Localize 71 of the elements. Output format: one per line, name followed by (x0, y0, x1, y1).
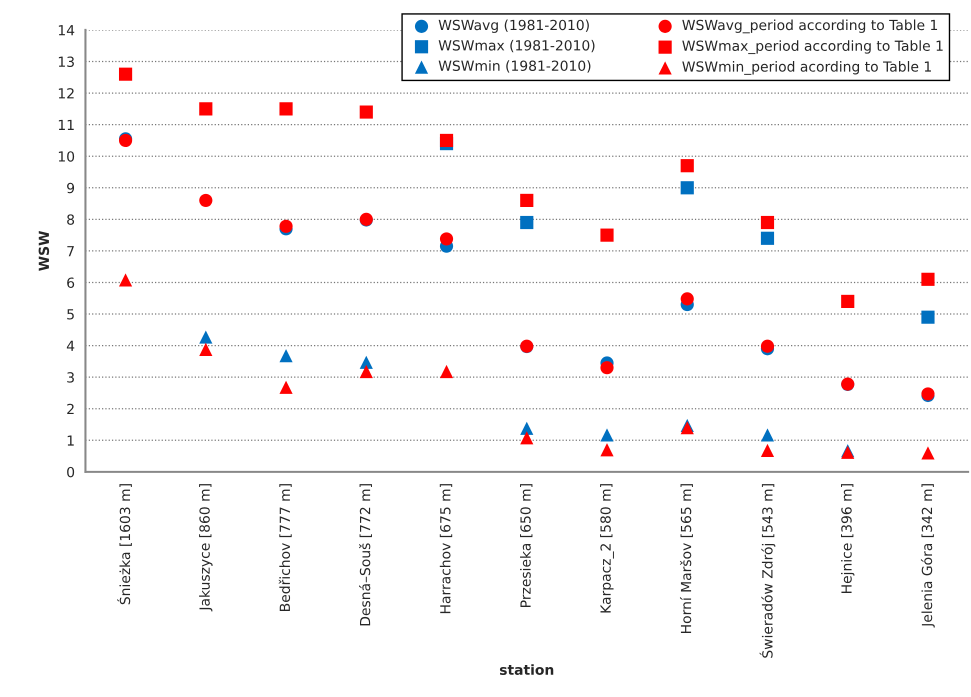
x-tick-label: Desná–Souš [772 m] (359, 484, 372, 626)
point (600, 428, 614, 442)
point (360, 364, 373, 378)
y-tick-label: 10 (58, 151, 74, 162)
point (921, 446, 935, 460)
point (921, 272, 935, 286)
point (360, 356, 373, 369)
point (279, 102, 293, 116)
point (118, 68, 132, 81)
legend-label: WSWavg_period according to Table 1 (682, 19, 938, 34)
y-tick-label: 7 (67, 246, 74, 256)
y-tick-label: 12 (58, 88, 74, 98)
legend-label: WSWmin_period acording to Table 1 (682, 61, 931, 75)
point (600, 361, 614, 374)
x-tick-label: Jelenia Góra [342 m] (920, 484, 935, 628)
x-tick-label: Przesieka [650 m] (520, 484, 532, 607)
x-tick-label: Hejnice [396 m] (841, 484, 854, 594)
y-tick-label: 13 (58, 56, 74, 68)
point (760, 444, 774, 457)
y-axis-title: WSW (38, 231, 50, 271)
point (921, 310, 935, 324)
x-tick-label: Śnieżka [1603 m] (117, 484, 132, 604)
x-axis-title: station (500, 664, 554, 675)
point (760, 340, 774, 353)
x-tick-label: Świeradów Zdrój [543 m] (760, 484, 776, 658)
y-tick-label: 5 (67, 309, 74, 320)
point (440, 232, 454, 246)
point (520, 216, 534, 230)
point (600, 228, 614, 242)
point (279, 220, 293, 233)
legend-label: WSWmax (1981-2010) (438, 40, 594, 52)
y-tick-label: 1 (68, 435, 74, 446)
point (199, 330, 212, 344)
point (440, 364, 454, 378)
point (520, 431, 534, 444)
y-tick-label: 14 (58, 25, 74, 36)
point (760, 216, 774, 230)
y-tick-label: 11 (58, 120, 74, 130)
legend-label: WSWmax_period according to Table 1 (682, 40, 943, 54)
point (760, 232, 774, 245)
point (118, 273, 132, 287)
y-tick-label: 6 (67, 277, 74, 288)
point (520, 422, 534, 435)
point (440, 134, 454, 148)
point (680, 421, 694, 434)
point (760, 428, 774, 442)
y-tick-label: 2 (67, 404, 74, 414)
point (360, 105, 373, 119)
point (680, 159, 694, 172)
legend-label: WSWmin (1981-2010) (438, 60, 590, 73)
point (199, 342, 212, 356)
point (680, 292, 694, 306)
point (199, 194, 212, 208)
y-tick-label: 3 (67, 372, 74, 383)
point (600, 443, 614, 456)
x-tick-label: Horní Maršov [565 m] (680, 484, 693, 633)
y-tick-label: 8 (67, 214, 74, 225)
point (680, 181, 694, 194)
point (279, 380, 293, 394)
point (279, 349, 293, 362)
point (199, 102, 212, 116)
point (841, 294, 854, 308)
y-tick-label: 4 (66, 340, 74, 351)
legend-label: WSWavg (1981-2010) (438, 19, 589, 33)
point (520, 194, 534, 208)
x-tick-label: Bedřichov [777 m] (278, 484, 292, 611)
x-tick-label: Jakuszyce [860 m] (199, 484, 213, 612)
x-tick-label: Karpacz_2 [580 m] (600, 484, 614, 612)
y-tick-label: 0 (67, 466, 74, 478)
x-tick-label: Harrachov [675 m] (440, 484, 452, 614)
y-tick-label: 9 (67, 182, 74, 194)
